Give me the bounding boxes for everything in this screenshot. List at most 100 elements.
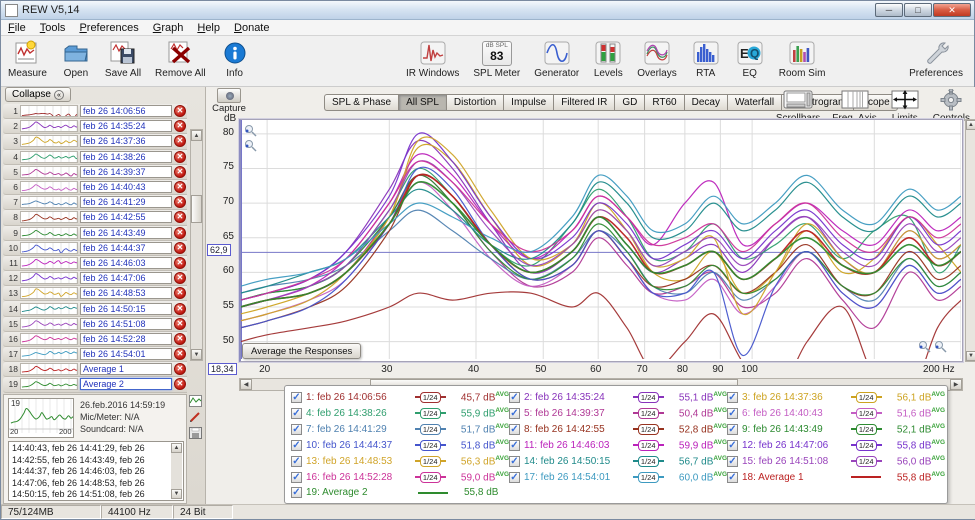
capture-button[interactable]: Capture	[212, 88, 246, 114]
smoothing-badge[interactable]: 1/24	[850, 423, 893, 435]
smoothing-badge[interactable]: 1/24	[414, 439, 457, 451]
measurement-thumbnail[interactable]	[20, 165, 78, 178]
tab-waterfall[interactable]: Waterfall	[726, 94, 782, 111]
delete-measurement-icon[interactable]: ✕	[174, 150, 186, 163]
smoothing-badge[interactable]: 1/24	[414, 471, 457, 483]
delete-measurement-icon[interactable]: ✕	[174, 105, 186, 118]
menu-item-donate[interactable]: Donate	[234, 21, 270, 34]
legend-checkbox[interactable]: ✓	[291, 487, 302, 499]
smoothing-badge[interactable]: 1/24	[632, 471, 675, 483]
delete-measurement-icon[interactable]: ✕	[174, 378, 186, 391]
edit-pencil-icon[interactable]	[189, 411, 202, 423]
tab-decay[interactable]: Decay	[683, 94, 727, 111]
measurement-row-10[interactable]: 10 ✕	[3, 240, 187, 256]
legend-checkbox[interactable]: ✓	[509, 455, 520, 467]
measurement-row-15[interactable]: 15 ✕	[3, 316, 187, 332]
limits-button[interactable]: Limits	[889, 89, 921, 124]
measurement-row-18[interactable]: 18 ✕	[3, 362, 187, 378]
legend-checkbox[interactable]: ✓	[291, 423, 302, 435]
freq-axis-button[interactable]: Freq. Axis	[832, 89, 877, 124]
delete-measurement-icon[interactable]: ✕	[174, 241, 186, 254]
measurement-row-3[interactable]: 3✕	[3, 134, 187, 150]
measurement-name-input[interactable]	[80, 256, 172, 269]
delete-measurement-icon[interactable]: ✕	[174, 226, 186, 239]
measurement-thumbnail[interactable]	[20, 332, 78, 345]
measurement-row-13[interactable]: 13 ✕	[3, 286, 187, 302]
delete-measurement-icon[interactable]: ✕	[174, 348, 186, 361]
scroll-down-icon[interactable]: ▼	[191, 349, 202, 360]
measurement-thumbnail[interactable]	[20, 120, 78, 133]
measurement-list-scrollbar[interactable]: ▲ ▼	[190, 129, 203, 361]
smoothing-badge[interactable]: 1/24	[414, 423, 457, 435]
zoom-in-y-icon[interactable]	[244, 124, 258, 137]
zoom-out-y-icon[interactable]	[244, 139, 258, 152]
measurement-name-input[interactable]	[80, 135, 172, 148]
measurement-row-12[interactable]: 12 ✕	[3, 271, 187, 287]
minimize-button[interactable]: ─	[875, 3, 903, 17]
measurement-name-input[interactable]	[80, 120, 172, 133]
smoothing-badge[interactable]: 1/24	[850, 391, 893, 403]
measurement-row-5[interactable]: 5✕	[3, 164, 187, 180]
notes-scroll-down-icon[interactable]: ▼	[171, 489, 182, 499]
delete-measurement-icon[interactable]: ✕	[174, 317, 186, 330]
measurement-row-17[interactable]: 17 ✕	[3, 347, 187, 363]
notes-scrollbar[interactable]: ▲ ▼	[171, 443, 182, 499]
measurement-name-input[interactable]	[80, 272, 172, 285]
close-button[interactable]: ✕	[933, 3, 971, 17]
legend-checkbox[interactable]: ✓	[727, 439, 738, 451]
delete-measurement-icon[interactable]: ✕	[174, 211, 186, 224]
measurement-name-input[interactable]	[80, 226, 172, 239]
measurement-name-input[interactable]	[80, 181, 172, 194]
scroll-left-icon[interactable]: ◀	[240, 379, 252, 390]
selected-thumbnail[interactable]	[8, 398, 74, 438]
measurement-name-input[interactable]	[80, 363, 172, 376]
measurement-thumbnail[interactable]	[20, 241, 78, 254]
measurement-thumbnail[interactable]	[20, 226, 78, 239]
chart-scroll-down-icon[interactable]: ▼	[966, 351, 975, 361]
measurement-thumbnail[interactable]	[20, 150, 78, 163]
delete-measurement-icon[interactable]: ✕	[174, 135, 186, 148]
legend-checkbox[interactable]: ✓	[291, 391, 302, 403]
measurement-name-input[interactable]	[80, 302, 172, 315]
measurement-row-4[interactable]: 4✕	[3, 149, 187, 165]
notes-textarea[interactable]: 14:40:43, feb 26 14:41:29, feb 26 14:42:…	[8, 441, 184, 501]
legend-checkbox[interactable]: ✓	[509, 407, 520, 419]
measurement-row-6[interactable]: 6✕	[3, 179, 187, 196]
tab-all-spl[interactable]: All SPL	[398, 94, 446, 111]
legend-checkbox[interactable]: ✓	[727, 407, 738, 419]
spl-chart-svg[interactable]	[241, 120, 962, 359]
tab-impulse[interactable]: Impulse	[503, 94, 554, 111]
scroll-up-icon[interactable]: ▲	[191, 130, 202, 141]
info-button[interactable]: Info	[217, 38, 253, 80]
measurement-row-8[interactable]: 8✕	[3, 210, 187, 226]
tab-distortion[interactable]: Distortion	[445, 94, 504, 111]
ir-windows-button[interactable]: IR Windows	[403, 38, 462, 80]
measurement-row-16[interactable]: 16 ✕	[3, 331, 187, 347]
controls-button[interactable]: Controls	[933, 89, 970, 124]
measurement-thumbnail[interactable]	[20, 302, 78, 315]
generator-button[interactable]: Generator	[531, 38, 582, 80]
measurement-thumbnail[interactable]	[20, 378, 78, 391]
measurement-name-input[interactable]	[80, 150, 172, 163]
measurement-name-input[interactable]	[80, 196, 172, 209]
smoothing-badge[interactable]: 1/24	[632, 439, 675, 451]
open-button[interactable]: Open	[58, 38, 94, 80]
scrollbars-button[interactable]: Scrollbars	[776, 89, 820, 124]
measurement-name-input[interactable]	[80, 348, 172, 361]
delete-measurement-icon[interactable]: ✕	[174, 332, 186, 345]
legend-checkbox[interactable]: ✓	[727, 471, 738, 483]
measurement-name-input[interactable]	[80, 211, 172, 224]
measurement-row-7[interactable]: 7✕	[3, 195, 187, 211]
notes-scroll-up-icon[interactable]: ▲	[171, 443, 182, 453]
measurement-thumbnail[interactable]	[20, 363, 78, 376]
levels-button[interactable]: Levels	[590, 38, 626, 80]
legend-checkbox[interactable]: ✓	[291, 471, 302, 483]
delete-measurement-icon[interactable]: ✕	[174, 302, 186, 315]
measurement-thumbnail[interactable]	[20, 272, 78, 285]
smoothing-badge[interactable]: 1/24	[632, 391, 675, 403]
legend-checkbox[interactable]: ✓	[509, 391, 520, 403]
scroll-right-icon[interactable]: ▶	[950, 379, 962, 390]
legend-checkbox[interactable]: ✓	[727, 423, 738, 435]
measurement-thumbnail[interactable]	[20, 211, 78, 224]
rta-button[interactable]: RTA	[688, 38, 724, 80]
